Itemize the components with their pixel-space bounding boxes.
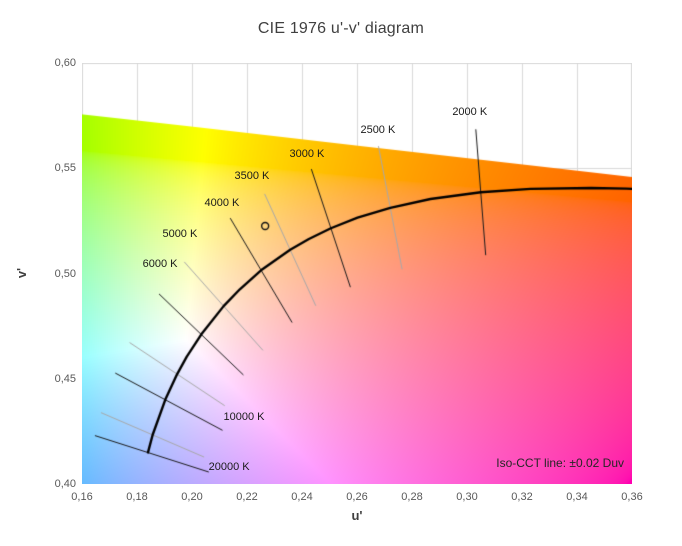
iso-cct-annotation: Iso-CCT line: ±0.02 Duv [496, 456, 624, 470]
x-tick-label: 0,30 [456, 491, 478, 503]
x-tick-label: 0,26 [346, 491, 368, 503]
x-tick-label: 0,24 [291, 491, 313, 503]
y-axis-title: v' [14, 267, 29, 279]
x-tick-label: 0,22 [236, 491, 258, 503]
x-tick-label: 0,28 [401, 491, 423, 503]
cct-label: 4000 K [204, 197, 240, 210]
cct-label: 3500 K [234, 170, 270, 183]
cct-label: 2000 K [452, 106, 488, 119]
y-tick-label: 0,55 [54, 162, 76, 175]
chromaticity-canvas [82, 63, 632, 484]
cct-label: 2500 K [360, 123, 396, 136]
cct-label: 6000 K [142, 258, 178, 271]
chart-title: CIE 1976 u'-v' diagram [257, 20, 425, 37]
y-tick-label: 0,45 [54, 372, 76, 385]
x-tick-label: 0,36 [621, 491, 643, 503]
cct-label: 10000 K [223, 411, 265, 424]
y-tick-label: 0,40 [54, 478, 76, 490]
y-tick-label: 0,50 [54, 267, 76, 280]
x-axis-title: u' [351, 508, 363, 523]
cct-label: 20000 K [208, 461, 250, 473]
x-tick-label: 0,20 [181, 491, 203, 503]
y-tick-label: 0,60 [54, 57, 76, 69]
x-tick-label: 0,32 [511, 491, 533, 503]
x-tick-label: 0,18 [126, 491, 148, 503]
x-tick-label: 0,16 [71, 491, 93, 503]
cct-label: 3000 K [289, 147, 325, 160]
cct-label: 5000 K [162, 227, 198, 240]
plot-area: Iso-CCT line: ±0.02 Duv 0,16 0,18 0,20 0,22… [55, 57, 643, 503]
x-tick-label: 0,34 [566, 491, 588, 503]
